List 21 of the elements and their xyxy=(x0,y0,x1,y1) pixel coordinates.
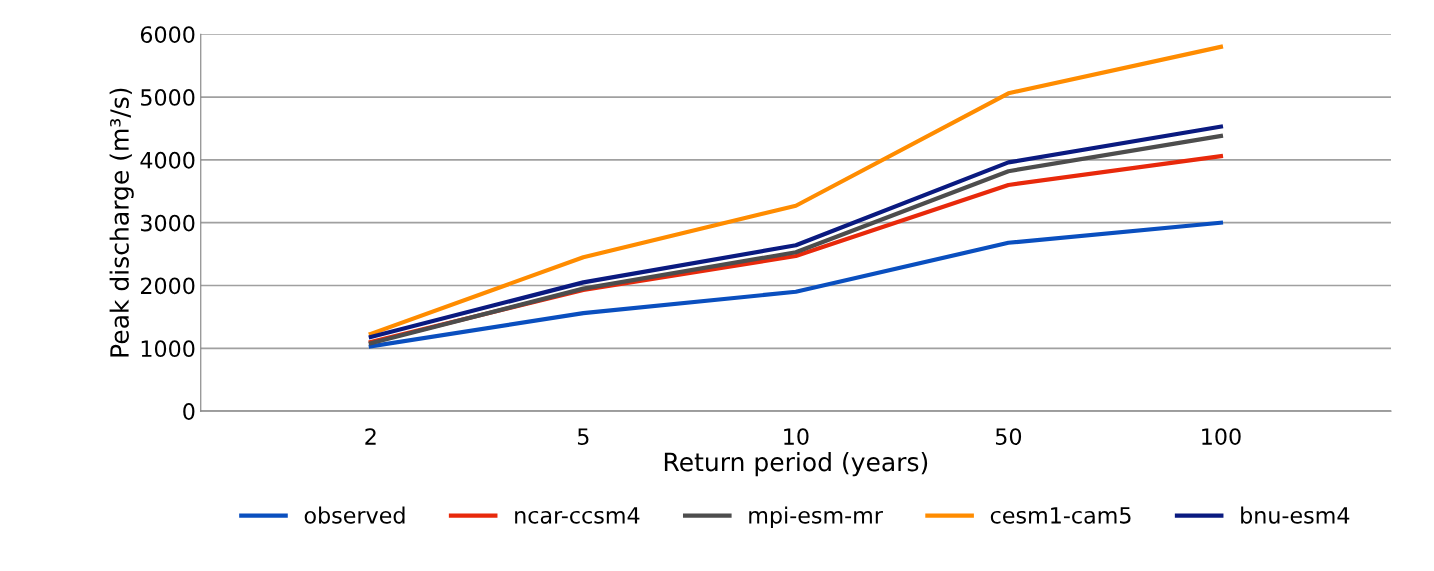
x-tick-label: 50 xyxy=(995,428,1022,445)
y-tick-label: 1000 xyxy=(141,340,195,358)
legend-label: observed xyxy=(304,506,405,524)
legend-label: cesm1-cam5 xyxy=(990,507,1131,524)
x-tick-label: 2 xyxy=(365,428,376,445)
x-tick-label: 100 xyxy=(1202,428,1241,445)
y-tick-label: 2000 xyxy=(140,277,195,295)
legend-label: mpi-esm-mr xyxy=(749,506,883,528)
legend-label: bnu-esm4 xyxy=(1241,506,1350,524)
y-tick-label: 5000 xyxy=(141,89,195,106)
x-tick-label: 10 xyxy=(784,428,809,445)
x-tick-label: 5 xyxy=(577,428,589,445)
y-tick-label: 0 xyxy=(183,403,195,420)
line-series xyxy=(368,220,1224,349)
y-axis-title: Peak discharge (m³/s) xyxy=(109,88,134,357)
y-tick-label: 6000 xyxy=(140,26,195,44)
y-tick-label: 3000 xyxy=(141,214,195,232)
x-axis-title: Return period (years) xyxy=(664,452,928,477)
line-series xyxy=(368,44,1224,336)
y-tick-label: 4000 xyxy=(140,151,195,169)
legend-label: ncar-ccsm4 xyxy=(515,507,640,524)
